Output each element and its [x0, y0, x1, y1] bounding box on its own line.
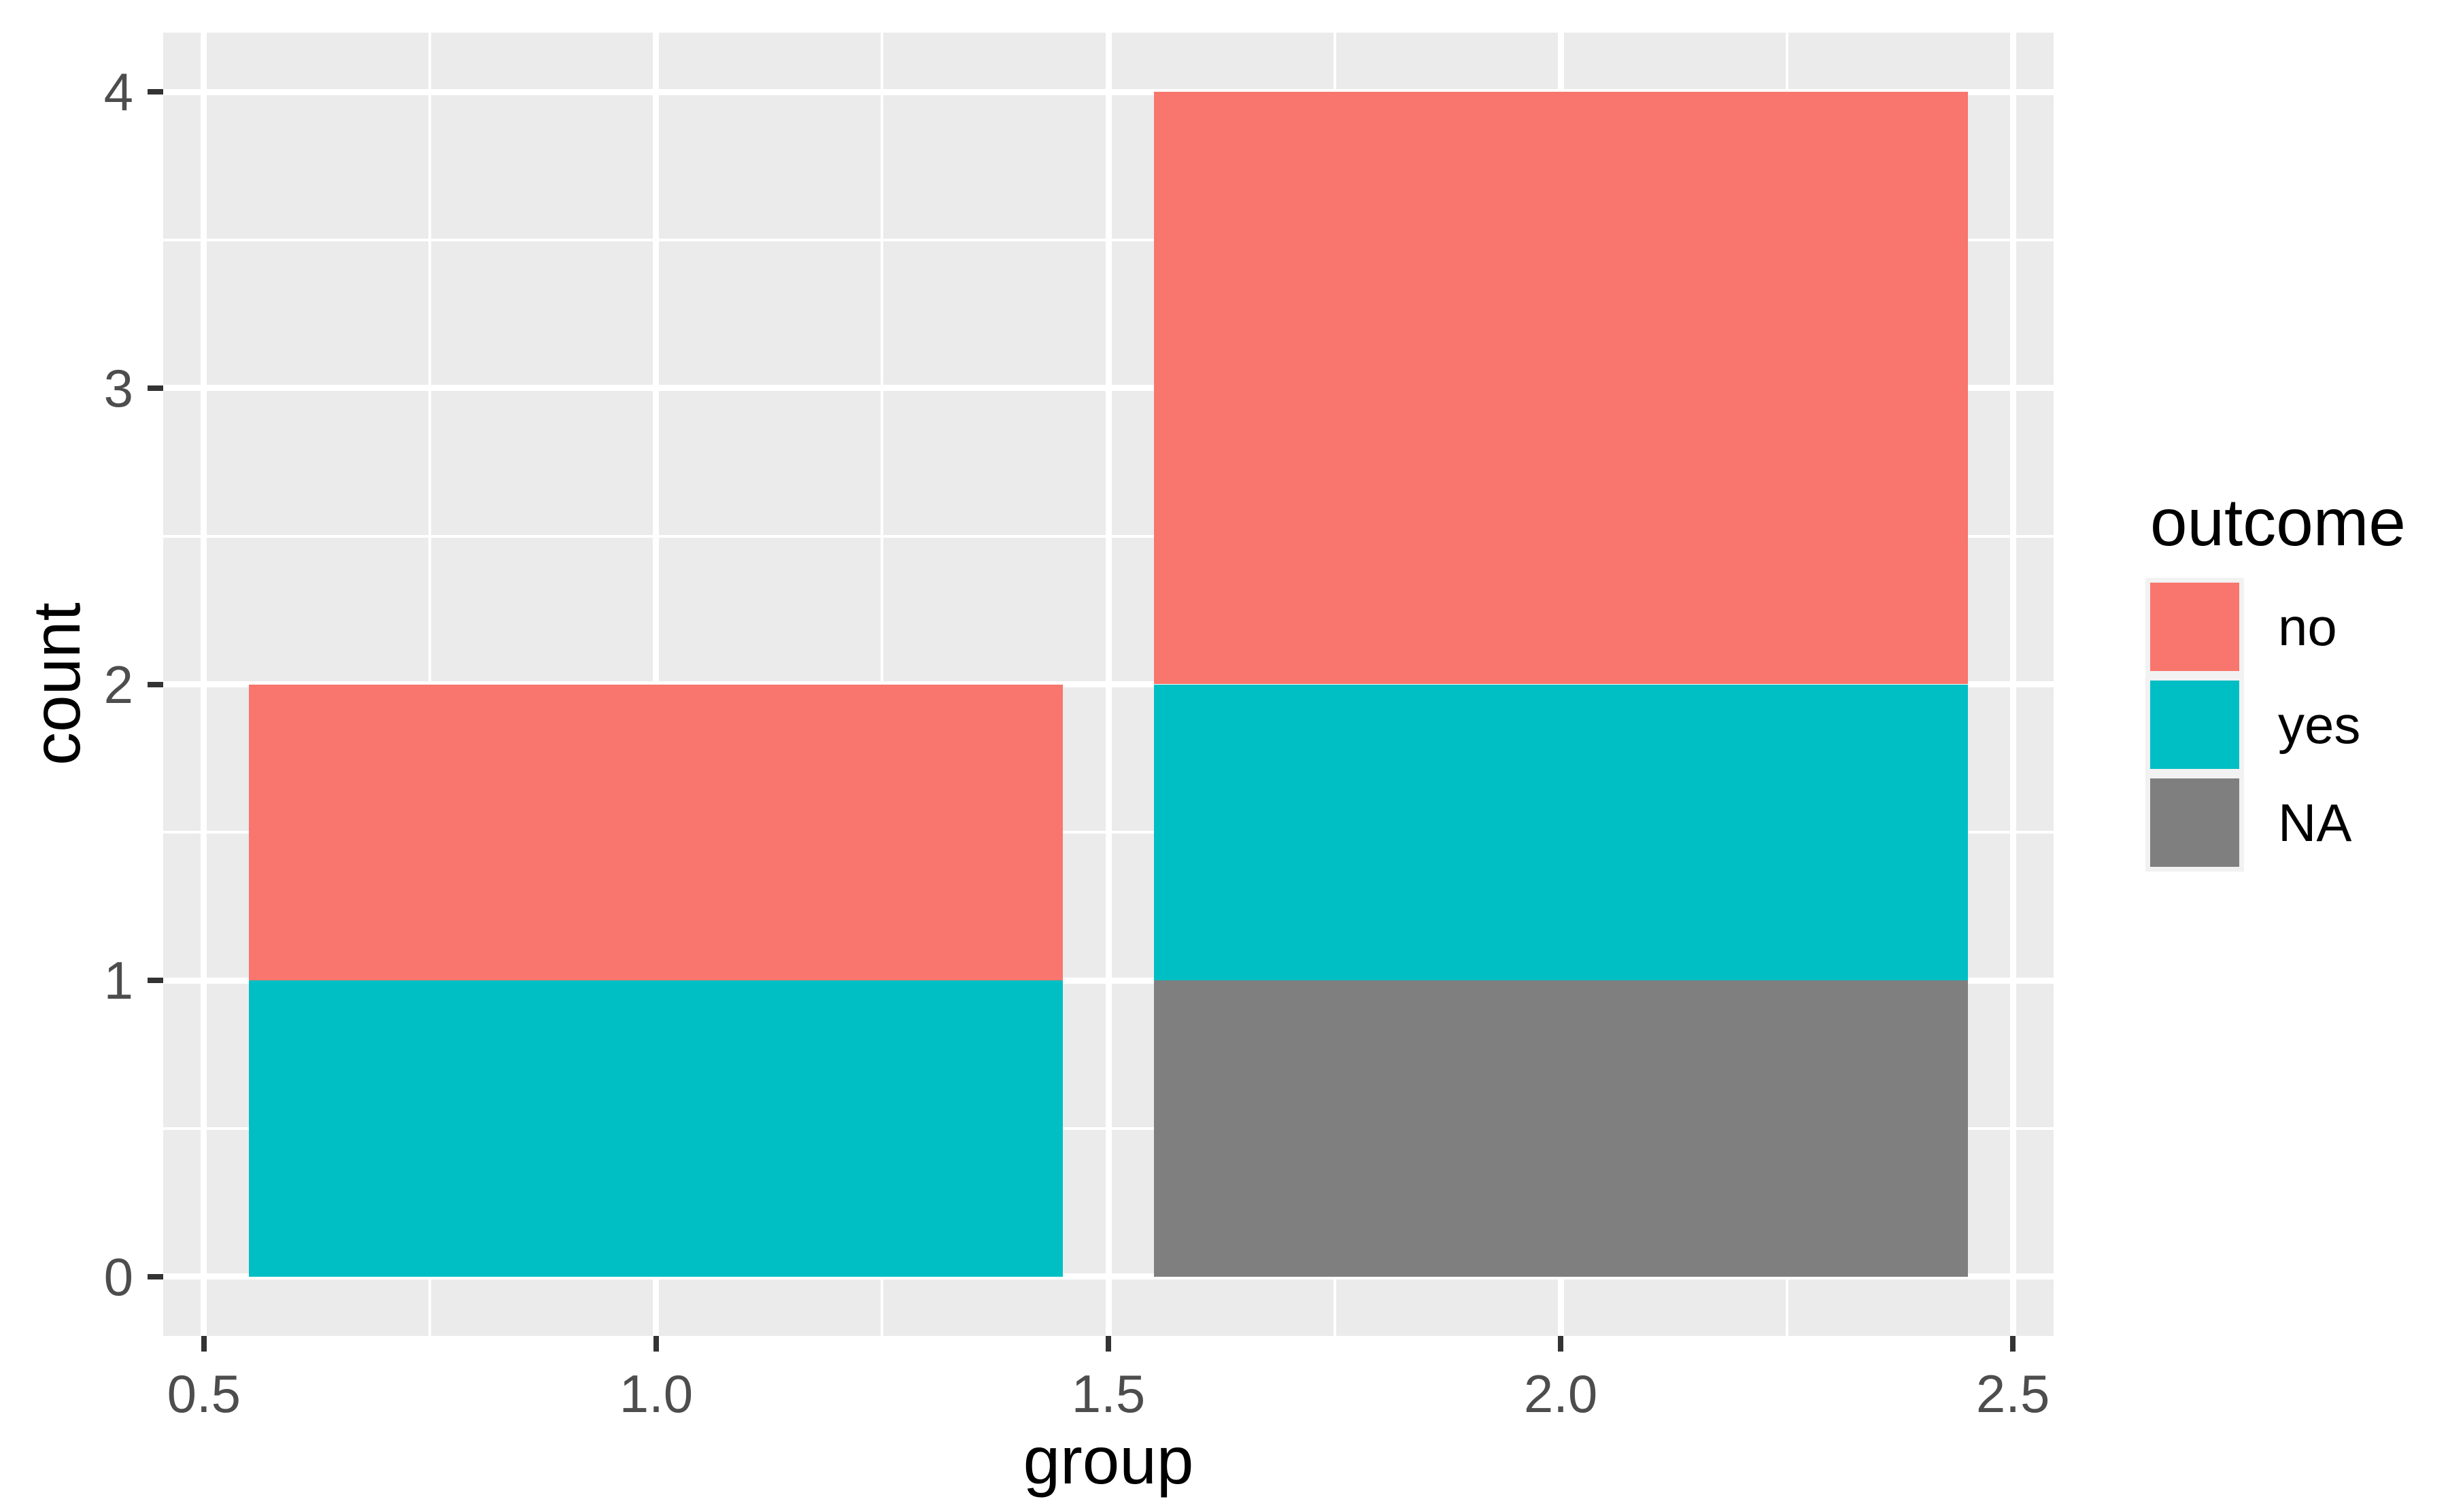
bar-segment-no: [249, 684, 1064, 981]
x-axis-tick: [2010, 1336, 2016, 1352]
major-gridline-y: [163, 681, 2054, 687]
y-tick-label: 1: [103, 950, 133, 1011]
x-axis-tick: [1558, 1336, 1564, 1352]
y-tick-label: 2: [103, 654, 133, 715]
bar-segment-NA: [1153, 980, 1968, 1277]
legend-item: no: [2145, 578, 2417, 676]
x-tick-label: 1.0: [619, 1364, 694, 1424]
y-axis-tick: [148, 978, 163, 984]
x-tick-label: 1.5: [1071, 1364, 1146, 1424]
x-tick-label: 2.5: [1975, 1364, 2050, 1424]
x-axis-tick: [201, 1336, 207, 1352]
major-gridline-y: [163, 1273, 2054, 1280]
y-tick-label: 3: [103, 358, 133, 418]
legend-item: yes: [2145, 676, 2417, 774]
bar-segment-no: [1153, 92, 1968, 685]
legend-items: no yes NA: [2145, 578, 2417, 872]
legend-item-label: yes: [2278, 695, 2361, 755]
major-gridline-y: [163, 385, 2054, 392]
y-tick-label: 4: [103, 62, 133, 122]
y-axis-title: count: [19, 602, 94, 766]
x-axis-tick: [653, 1336, 659, 1352]
y-axis-tick: [148, 385, 163, 391]
y-axis-tick: [148, 1273, 163, 1279]
x-axis-title: group: [1023, 1423, 1194, 1498]
legend-item-label: no: [2278, 597, 2337, 657]
x-tick-label: 2.0: [1523, 1364, 1598, 1424]
x-tick-label: 0.5: [167, 1364, 241, 1424]
bar-segment-yes: [1153, 684, 1968, 981]
plot-panel: [163, 33, 2054, 1336]
major-gridline-y: [163, 977, 2054, 984]
legend-swatch: [2150, 583, 2239, 671]
legend-item: NA: [2145, 774, 2417, 872]
legend-swatch: [2150, 778, 2239, 867]
x-axis-tick: [1106, 1336, 1111, 1352]
legend-title: outcome: [2150, 485, 2406, 560]
y-axis-tick: [148, 89, 163, 95]
bar-segment-yes: [249, 980, 1064, 1277]
legend-item-label: NA: [2278, 793, 2352, 853]
legend-swatch: [2150, 681, 2239, 769]
y-axis-tick: [148, 681, 163, 687]
major-gridline-y: [163, 88, 2054, 95]
y-tick-label: 0: [103, 1246, 133, 1307]
